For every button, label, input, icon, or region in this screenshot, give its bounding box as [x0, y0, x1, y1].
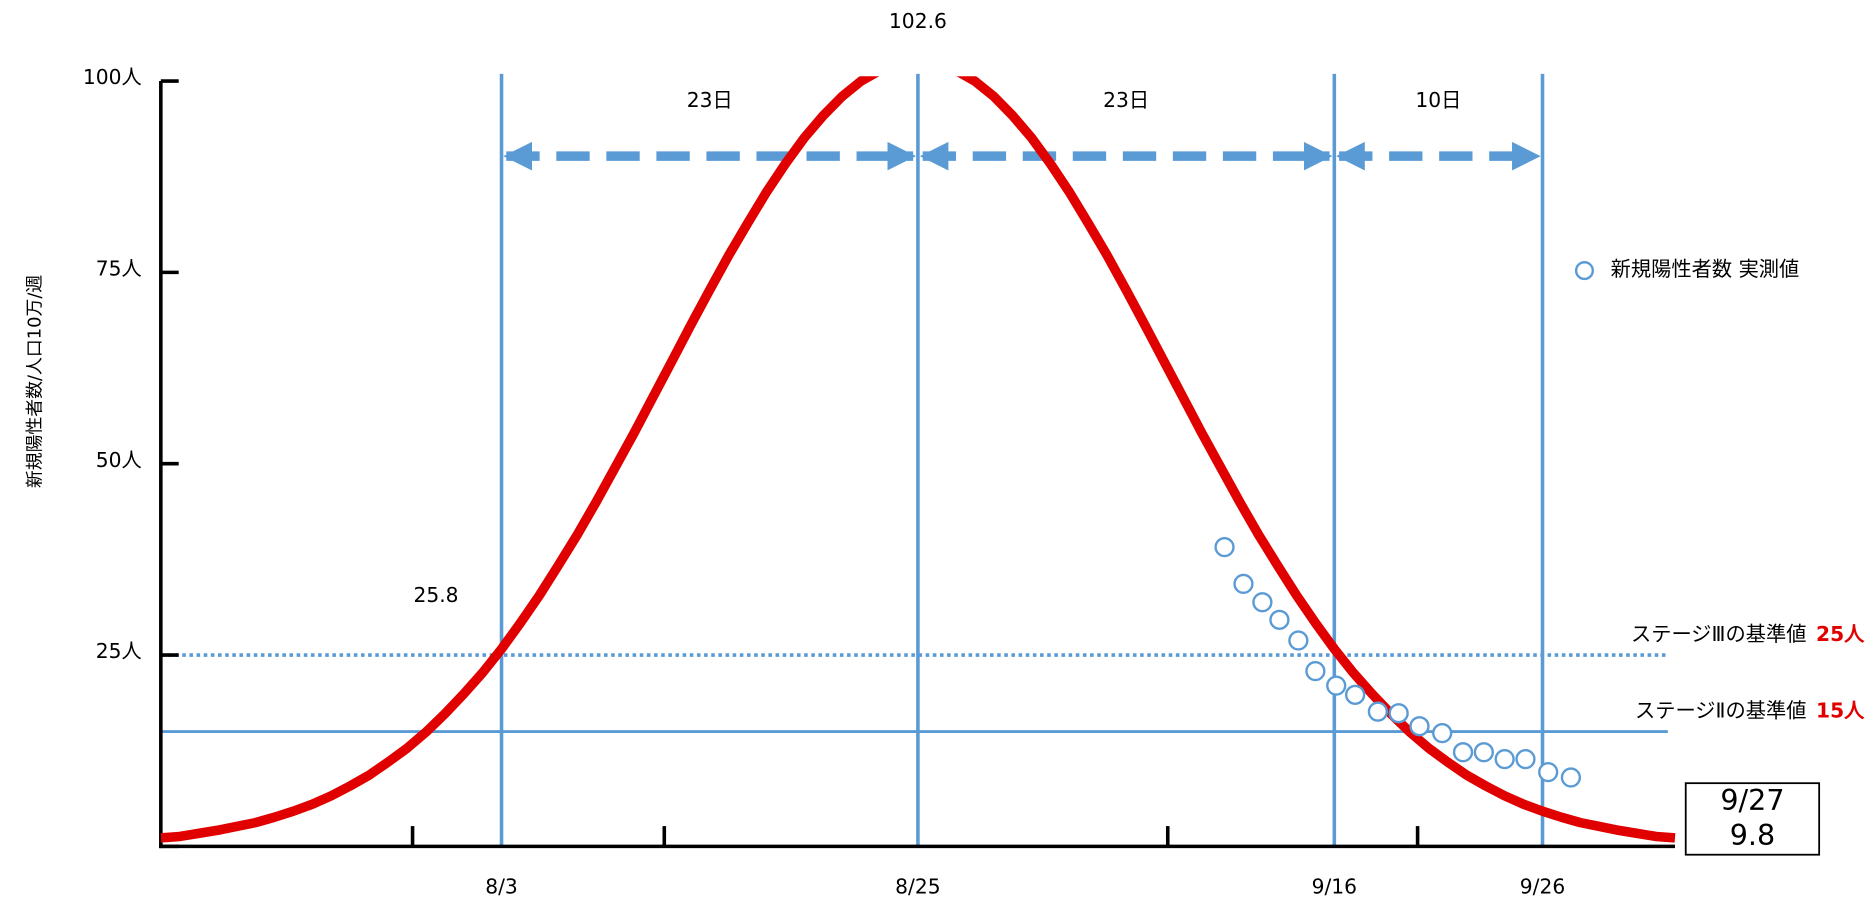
legend-marker: [1574, 261, 1594, 281]
data-point: [1233, 573, 1254, 594]
reference-label: ステージⅡの基準値 15人: [1635, 698, 1865, 722]
x-tick-label: 9/16: [1312, 875, 1357, 899]
y-tick-label: 25人: [96, 639, 142, 663]
data-point: [1473, 742, 1494, 763]
callout-box: [1684, 782, 1821, 856]
data-point: [1515, 748, 1536, 770]
data-point: [1560, 767, 1582, 788]
data-point: [1305, 660, 1326, 682]
data-point: [1538, 761, 1559, 783]
data-point: [1452, 742, 1474, 763]
data-point: [1326, 675, 1347, 696]
x-tick-label: 8/25: [895, 875, 940, 899]
data-point: [1214, 536, 1235, 558]
data-point: [1432, 722, 1453, 744]
y-tick-label: 50人: [96, 448, 142, 472]
x-tick-label: 9/26: [1520, 875, 1565, 899]
reference-label-text: ステージⅢの基準値: [1631, 621, 1807, 645]
data-point: [1409, 716, 1430, 737]
reference-value-label: 15人: [1816, 698, 1865, 722]
reference-label: ステージⅢの基準値 25人: [1631, 621, 1865, 645]
curve: [160, 76, 1676, 843]
callout-value: 9.8: [1730, 818, 1775, 852]
span-label: 23日: [687, 88, 733, 112]
callout-date: 9/27: [1720, 783, 1784, 817]
span-label: 10日: [1415, 88, 1461, 112]
span-label: 23日: [1103, 88, 1149, 112]
data-point: [1367, 701, 1388, 722]
data-point: [1388, 703, 1409, 724]
data-point: [1345, 684, 1366, 705]
reference-label-text: ステージⅡの基準値: [1635, 698, 1807, 722]
point-label: 102.6: [889, 9, 947, 33]
data-point: [1494, 748, 1515, 770]
x-tick-label: 8/3: [485, 875, 518, 899]
y-axis-label: 新規陽性者数/人口10万/週: [25, 275, 46, 489]
reference-value-label: 25人: [1816, 621, 1865, 645]
data-point: [1288, 630, 1309, 651]
y-tick-label: 75人: [96, 256, 142, 280]
y-tick-label: 100人: [83, 65, 142, 89]
point-label: 25.8: [413, 583, 458, 607]
data-point: [1252, 592, 1273, 613]
data-point: [1269, 609, 1290, 630]
callout: 9/27 9.8: [1684, 782, 1821, 856]
legend-label: 新規陽性者数 実測値: [1611, 257, 1800, 281]
